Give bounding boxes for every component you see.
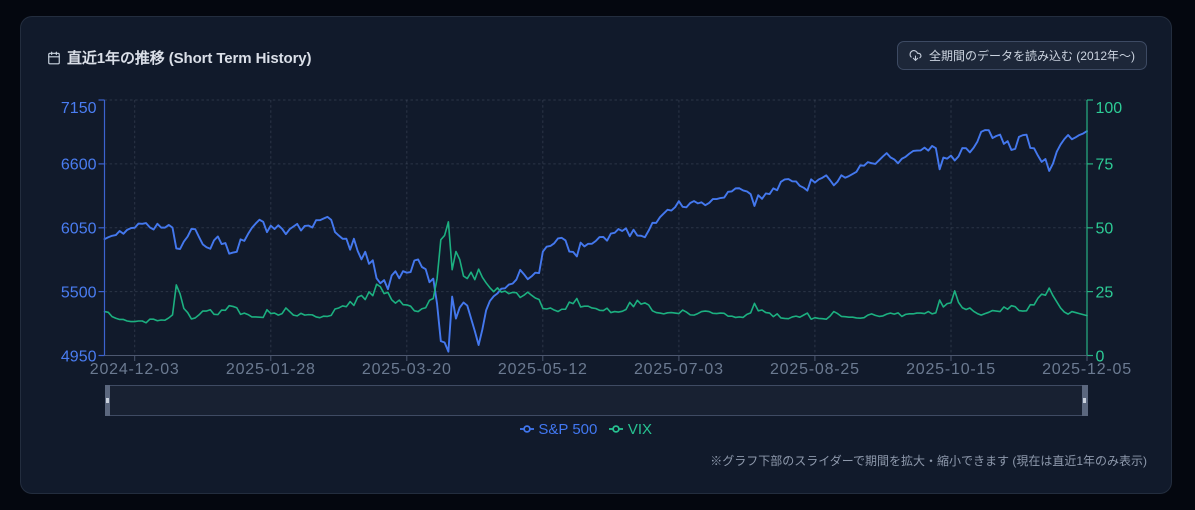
svg-text:2025-10-15: 2025-10-15 — [906, 361, 996, 378]
load-all-data-label: 全期間のデータを読み込む (2012年〜) — [928, 48, 1135, 63]
svg-text:100: 100 — [1096, 100, 1123, 117]
svg-text:2025-08-25: 2025-08-25 — [770, 361, 860, 378]
legend-item-sp500[interactable]: S&P 500 — [519, 420, 598, 438]
svg-text:6050: 6050 — [61, 221, 97, 238]
line-series-icon — [519, 425, 534, 433]
svg-text:50: 50 — [1096, 221, 1114, 238]
svg-text:2025-03-20: 2025-03-20 — [362, 361, 452, 378]
card-header: 直近1年の推移 (Short Term History) — [47, 47, 312, 68]
load-all-data-button[interactable]: 全期間のデータを読み込む (2012年〜) — [896, 40, 1147, 70]
handle-grip-icon — [105, 398, 109, 403]
svg-text:2025-05-12: 2025-05-12 — [498, 361, 588, 378]
svg-text:6600: 6600 — [61, 157, 97, 174]
zoom-slider[interactable] — [104, 385, 1088, 416]
svg-text:25: 25 — [1096, 284, 1114, 301]
svg-text:4950: 4950 — [61, 348, 97, 365]
svg-text:75: 75 — [1096, 157, 1114, 174]
svg-text:2025-12-05: 2025-12-05 — [1042, 361, 1132, 378]
zoom-slider-left-handle[interactable] — [104, 385, 110, 416]
calendar-icon — [48, 51, 60, 64]
svg-text:7150: 7150 — [61, 100, 97, 117]
handle-grip-icon — [1083, 398, 1087, 403]
line-series-icon — [609, 425, 624, 433]
legend-item-vix[interactable]: VIX — [609, 421, 652, 438]
cloud-download-icon — [909, 49, 922, 61]
svg-text:5500: 5500 — [61, 284, 97, 301]
svg-text:2025-07-03: 2025-07-03 — [634, 361, 724, 378]
slider-hint-note: ※グラフ下部のスライダーで期間を拡大・縮小できます (現在は直近1年のみ表示) — [710, 454, 1147, 468]
legend-label-sp500: S&P 500 — [538, 420, 598, 438]
svg-text:2024-12-03: 2024-12-03 — [90, 361, 180, 378]
chart-card: 直近1年の推移 (Short Term History) 全期間のデータを読み込… — [20, 16, 1172, 494]
svg-text:2025-01-28: 2025-01-28 — [226, 361, 316, 378]
zoom-slider-right-handle[interactable] — [1082, 385, 1088, 416]
legend-label-vix: VIX — [627, 420, 653, 438]
svg-text:0: 0 — [1096, 348, 1105, 365]
card-title: 直近1年の推移 (Short Term History) — [67, 50, 312, 67]
line-chart: 4950 5500 6050 6600 7150 0 25 50 75 100 2024-12-03… — [61, 99, 1132, 378]
chart-legend: S&P 500 VIX — [94, 419, 1078, 439]
